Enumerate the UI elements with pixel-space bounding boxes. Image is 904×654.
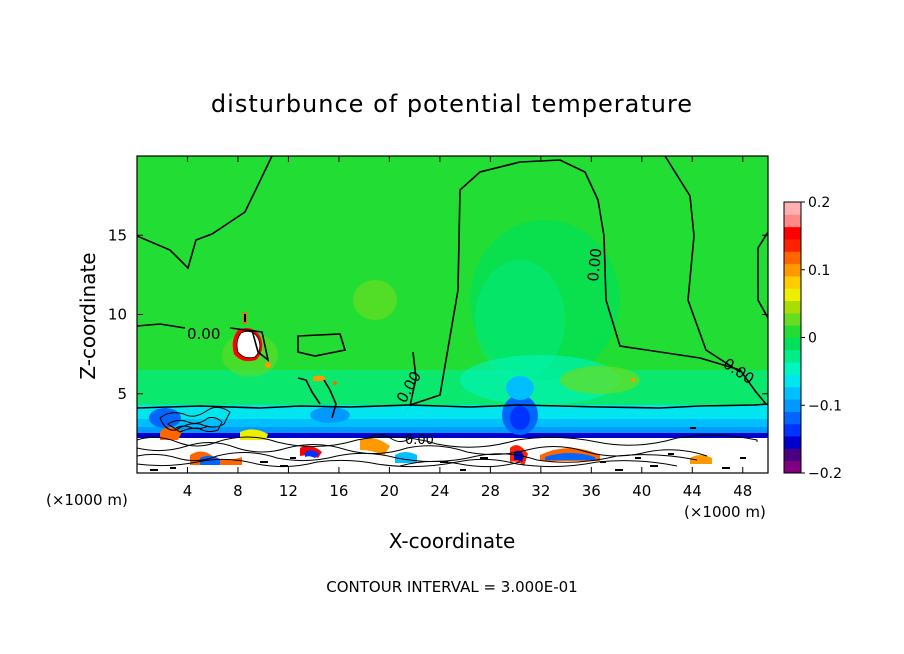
colorbar-cell (784, 300, 801, 314)
colorbar-tick-label: −0.1 (808, 398, 842, 414)
field-shading (137, 220, 768, 473)
colorbar-cell (784, 325, 801, 338)
colorbar: 0.2 0.1 0 −0.1 −0.2 (783, 195, 842, 482)
x-tick-label: 8 (233, 482, 243, 500)
chart-title: disturbunce of potential temperature (211, 90, 693, 118)
x-tick-label: 12 (279, 482, 298, 500)
y-tick-label: 10 (108, 306, 127, 324)
colorbar-cell (784, 288, 801, 302)
y-tick-label: 5 (117, 385, 127, 403)
x-tick-label: 24 (430, 482, 449, 500)
y-tick-label: 15 (108, 226, 127, 244)
colorbar-cell (784, 448, 801, 462)
colorbar-cell (784, 238, 801, 252)
colorbar-cell (784, 411, 801, 425)
x-unit-right: (×1000 m) (684, 503, 766, 521)
colorbar-cell (784, 423, 801, 437)
x-tick-label: 40 (632, 482, 651, 500)
colorbar-cell (784, 202, 801, 215)
colorbar-cell (784, 349, 801, 363)
contour-label: 0.00 (405, 433, 434, 448)
bottom-contours (137, 406, 758, 468)
x-tick-label: 28 (481, 482, 500, 500)
x-tick-label: 32 (531, 482, 550, 500)
colorbar-cell (784, 362, 801, 375)
plot-area: 0.00 0.00 0.00 0.00 0.00 (136, 155, 769, 474)
x-tick-label: 44 (683, 482, 702, 500)
x-axis-label: X-coordinate (389, 529, 516, 553)
colorbar-cell (784, 460, 801, 474)
x-tick-label: 20 (380, 482, 399, 500)
colorbar-cell (784, 251, 801, 265)
colorbar-cell (784, 337, 801, 351)
contour-lines (137, 156, 768, 419)
x-axis: 4 8 12 16 20 24 28 32 36 40 44 48 (183, 156, 752, 500)
colorbar-tick-label: 0 (808, 331, 817, 347)
colorbar-cell (784, 312, 801, 326)
colorbar-tick-label: −0.2 (808, 466, 842, 482)
contour-interval-text: CONTOUR INTERVAL = 3.000E-01 (326, 578, 577, 596)
y-axis: 5 10 15 (108, 226, 768, 403)
colorbar-cell (784, 214, 801, 228)
colorbar-cell (784, 275, 801, 289)
negative-dashes (150, 427, 746, 471)
colorbar-tick-label: 0.1 (808, 263, 830, 279)
colorbar-cell (784, 399, 801, 412)
contour-label: 0.00 (187, 325, 220, 343)
colorbar-ticks: 0.2 0.1 0 −0.1 −0.2 (801, 195, 842, 482)
colorbar-cells (784, 202, 801, 474)
colorbar-cell (784, 386, 801, 400)
colorbar-cell (784, 374, 801, 388)
y-axis-label: Z-coordinate (76, 252, 100, 379)
x-unit-left: (×1000 m) (46, 491, 128, 509)
colorbar-cell (784, 263, 801, 277)
x-tick-label: 36 (582, 482, 601, 500)
x-tick-label: 16 (329, 482, 348, 500)
contour-label: 0.00 (584, 247, 605, 282)
colorbar-tick-label: 0.2 (808, 195, 830, 211)
colorbar-cell (784, 226, 801, 240)
x-tick-label: 48 (733, 482, 752, 500)
colorbar-cell (784, 436, 801, 449)
x-tick-label: 4 (183, 482, 193, 500)
